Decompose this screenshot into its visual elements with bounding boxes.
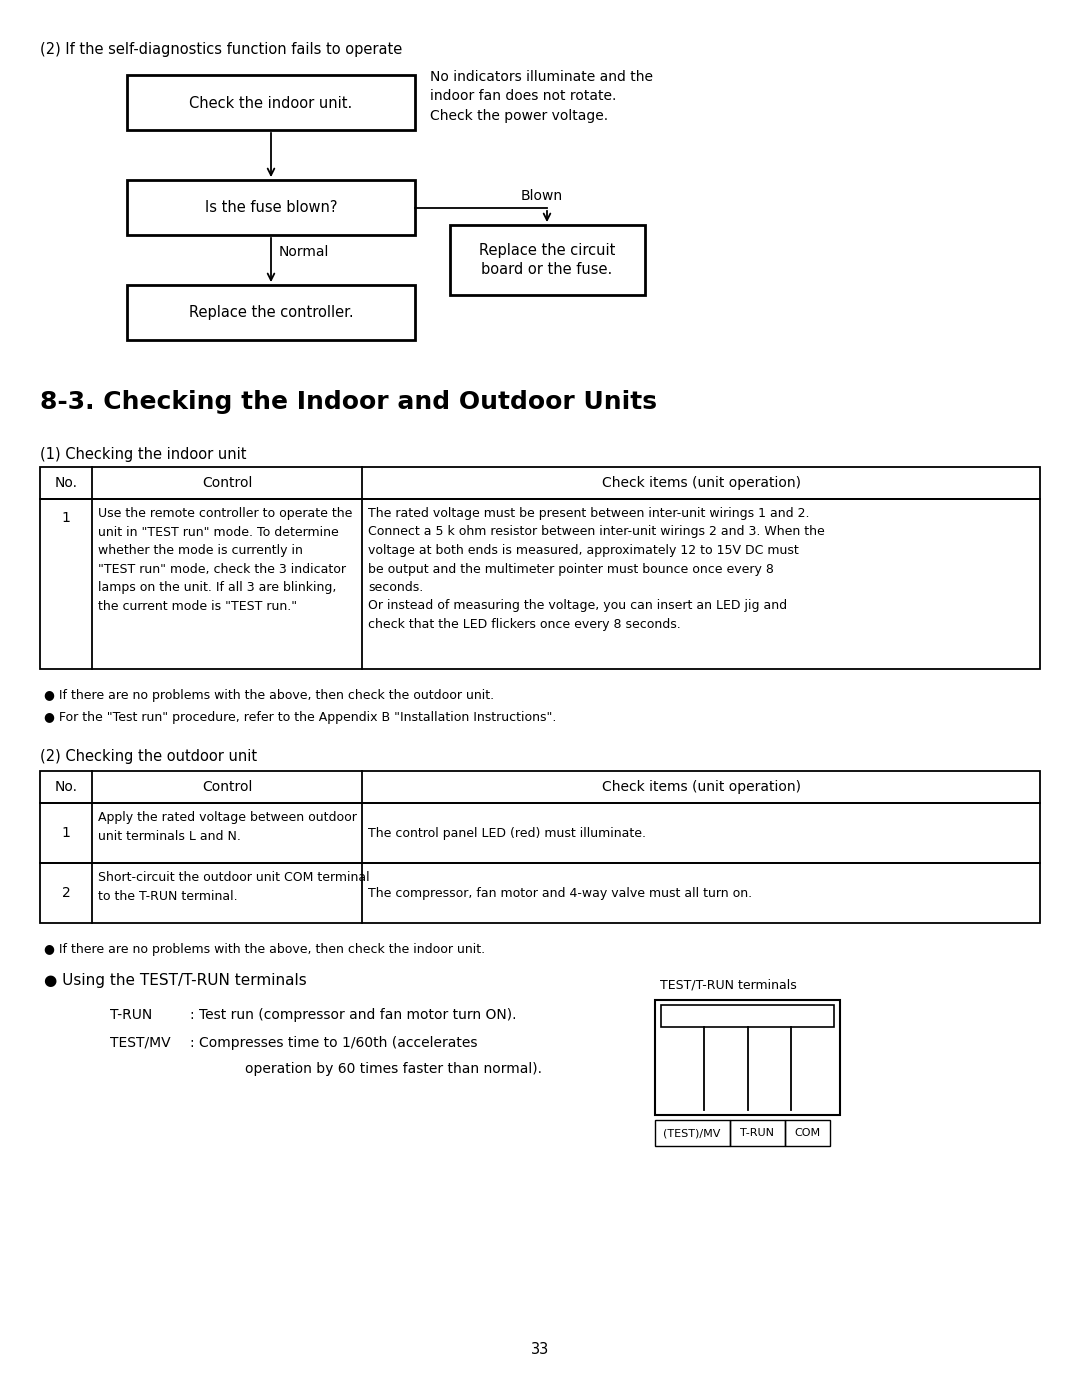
- Text: Use the remote controller to operate the
unit in "TEST run" mode. To determine
w: Use the remote controller to operate the…: [98, 507, 352, 612]
- Text: 8-3. Checking the Indoor and Outdoor Units: 8-3. Checking the Indoor and Outdoor Uni…: [40, 390, 657, 414]
- Text: Control: Control: [202, 780, 253, 793]
- Text: TEST/T-RUN terminals: TEST/T-RUN terminals: [660, 978, 797, 990]
- Text: (TEST)/MV: (TEST)/MV: [663, 1127, 720, 1139]
- Bar: [127, 285, 415, 339]
- Text: The control panel LED (red) must illuminate.: The control panel LED (red) must illumin…: [368, 827, 646, 840]
- Text: : Compresses time to 1/60th (accelerates: : Compresses time to 1/60th (accelerates: [190, 1037, 477, 1051]
- Text: (2) Checking the outdoor unit: (2) Checking the outdoor unit: [40, 749, 257, 764]
- Bar: [450, 225, 645, 295]
- Bar: [40, 467, 1040, 499]
- Text: operation by 60 times faster than normal).: operation by 60 times faster than normal…: [245, 1062, 542, 1076]
- Text: No.: No.: [54, 476, 78, 490]
- Text: COM: COM: [794, 1127, 820, 1139]
- Text: ● Using the TEST/T-RUN terminals: ● Using the TEST/T-RUN terminals: [44, 972, 307, 988]
- Text: Check items (unit operation): Check items (unit operation): [602, 476, 800, 490]
- Bar: [40, 863, 1040, 923]
- Text: No indicators illuminate and the
indoor fan does not rotate.
Check the power vol: No indicators illuminate and the indoor …: [430, 70, 653, 123]
- Text: Blown: Blown: [521, 189, 563, 203]
- Text: Normal: Normal: [279, 244, 329, 258]
- Text: The rated voltage must be present between inter-unit wirings 1 and 2.
Connect a : The rated voltage must be present betwee…: [368, 507, 825, 631]
- Text: (2) If the self-diagnostics function fails to operate: (2) If the self-diagnostics function fai…: [40, 42, 402, 57]
- Bar: [127, 75, 415, 130]
- Text: Is the fuse blown?: Is the fuse blown?: [205, 201, 337, 215]
- Bar: [40, 803, 1040, 863]
- Bar: [40, 499, 1040, 669]
- Text: ● For the "Test run" procedure, refer to the Appendix B "Installation Instructio: ● For the "Test run" procedure, refer to…: [44, 711, 556, 724]
- Text: No.: No.: [54, 780, 78, 793]
- Text: Replace the circuit
board or the fuse.: Replace the circuit board or the fuse.: [478, 243, 616, 278]
- Bar: [40, 771, 1040, 803]
- Text: ● If there are no problems with the above, then check the outdoor unit.: ● If there are no problems with the abov…: [44, 689, 495, 703]
- Bar: [785, 1120, 831, 1146]
- Text: (1) Checking the indoor unit: (1) Checking the indoor unit: [40, 447, 246, 462]
- Text: 33: 33: [531, 1343, 549, 1356]
- Bar: [730, 1120, 785, 1146]
- Text: 1: 1: [62, 511, 70, 525]
- Text: Check the indoor unit.: Check the indoor unit.: [189, 95, 353, 110]
- Text: T-RUN: T-RUN: [110, 1009, 152, 1023]
- Bar: [654, 1120, 730, 1146]
- Text: TEST/MV: TEST/MV: [110, 1037, 171, 1051]
- Text: 1: 1: [62, 826, 70, 840]
- Bar: [661, 1004, 834, 1027]
- Bar: [654, 1000, 840, 1115]
- Text: The compressor, fan motor and 4-way valve must all turn on.: The compressor, fan motor and 4-way valv…: [368, 887, 752, 900]
- Text: Apply the rated voltage between outdoor
unit terminals L and N.: Apply the rated voltage between outdoor …: [98, 812, 356, 842]
- Text: : Test run (compressor and fan motor turn ON).: : Test run (compressor and fan motor tur…: [190, 1009, 516, 1023]
- Text: T-RUN: T-RUN: [740, 1127, 774, 1139]
- Bar: [127, 180, 415, 235]
- Text: Check items (unit operation): Check items (unit operation): [602, 780, 800, 793]
- Text: ● If there are no problems with the above, then check the indoor unit.: ● If there are no problems with the abov…: [44, 943, 485, 956]
- Text: Replace the controller.: Replace the controller.: [189, 306, 353, 320]
- Text: Short-circuit the outdoor unit COM terminal
to the T-RUN terminal.: Short-circuit the outdoor unit COM termi…: [98, 870, 369, 902]
- Text: 2: 2: [62, 886, 70, 900]
- Text: Control: Control: [202, 476, 253, 490]
